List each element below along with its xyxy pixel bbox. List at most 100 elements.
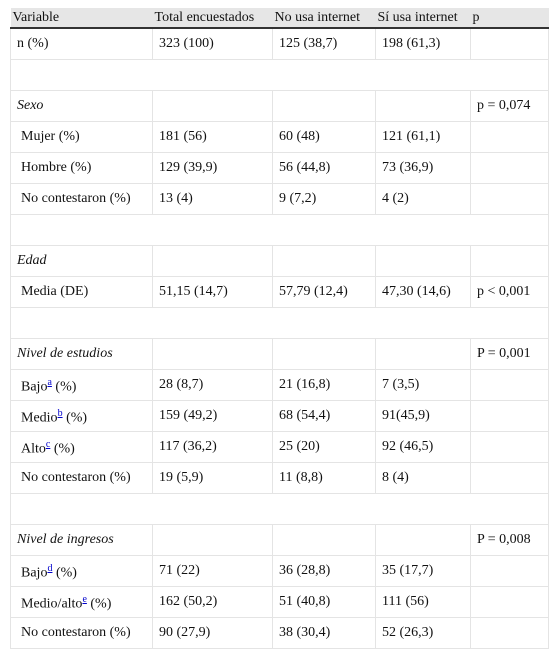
cell: 8 (4)	[375, 462, 471, 494]
label-suffix: (%)	[55, 379, 77, 395]
spacer-row	[10, 214, 549, 246]
footnote-link[interactable]: b	[57, 407, 63, 419]
cell: 111 (56)	[375, 586, 471, 618]
label-text: Bajo	[21, 379, 48, 395]
cell: 117 (36,2)	[152, 431, 273, 463]
cell: 125 (38,7)	[272, 27, 376, 60]
row-label: Mujer (%)	[10, 121, 153, 153]
empty-cell	[470, 586, 549, 618]
cell: 129 (39,9)	[152, 152, 273, 184]
empty-cell	[272, 338, 376, 370]
row-label: n (%)	[10, 27, 153, 60]
cell: 52 (26,3)	[375, 617, 471, 649]
empty-cell	[470, 245, 549, 277]
column-header: p	[470, 8, 549, 29]
column-header: No usa internet	[272, 8, 376, 29]
data-row: Media (DE) 51,15 (14,7) 57,79 (12,4) 47,30 …	[10, 276, 549, 308]
empty-cell	[272, 524, 376, 556]
row-label: Mediob (%)	[10, 400, 153, 432]
spacer-row	[10, 59, 549, 91]
row-label: Medio/altoe (%)	[10, 586, 153, 618]
cell: 35 (17,7)	[375, 555, 471, 587]
data-row: No contestaron (%) 13 (4) 9 (7,2) 4 (2)	[10, 183, 549, 215]
spacer-cell	[10, 214, 549, 246]
cell: 28 (8,7)	[152, 369, 273, 401]
row-label: Altoc (%)	[10, 431, 153, 463]
p-value: P = 0,008	[470, 524, 549, 556]
cell: 60 (48)	[272, 121, 376, 153]
cell: 9 (7,2)	[272, 183, 376, 215]
column-header: Variable	[10, 8, 153, 29]
empty-cell	[470, 400, 549, 432]
label-text: Medio	[21, 410, 58, 426]
row-label: No contestaron (%)	[10, 462, 153, 494]
group-row: Nivel de estudios P = 0,001	[10, 338, 549, 370]
empty-cell	[470, 121, 549, 153]
p-value: p = 0,074	[470, 90, 549, 122]
spacer-row	[10, 493, 549, 525]
group-row: Edad	[10, 245, 549, 277]
empty-cell	[470, 27, 549, 60]
empty-cell	[470, 431, 549, 463]
cell: 121 (61,1)	[375, 121, 471, 153]
data-row: No contestaron (%) 19 (5,9) 11 (8,8) 8 (4)	[10, 462, 549, 494]
empty-cell	[470, 462, 549, 494]
footnote-link[interactable]: a	[47, 376, 52, 388]
footnote: b	[58, 406, 63, 419]
cell: 56 (44,8)	[272, 152, 376, 184]
cell: 162 (50,2)	[152, 586, 273, 618]
empty-cell	[375, 338, 471, 370]
label-suffix: (%)	[90, 596, 112, 612]
cell: 51,15 (14,7)	[152, 276, 273, 308]
footnote: d	[47, 561, 52, 574]
footnote-link[interactable]: d	[47, 562, 53, 574]
row-label: Hombre (%)	[10, 152, 153, 184]
cell: 159 (49,2)	[152, 400, 273, 432]
data-table: Variable Total encuestados No usa internet…	[10, 8, 549, 649]
empty-cell	[375, 90, 471, 122]
cell: 51 (40,8)	[272, 586, 376, 618]
cell: 91(45,9)	[375, 400, 471, 432]
empty-cell	[470, 152, 549, 184]
p-value: p < 0,001	[470, 276, 549, 308]
spacer-row	[10, 307, 549, 339]
empty-cell	[470, 183, 549, 215]
row-label: No contestaron (%)	[10, 617, 153, 649]
footnote: a	[47, 375, 51, 388]
cell: 90 (27,9)	[152, 617, 273, 649]
footnote-link[interactable]: e	[82, 593, 87, 605]
label-suffix: (%)	[55, 565, 77, 581]
group-title: Edad	[10, 245, 153, 277]
empty-cell	[152, 90, 273, 122]
label-text: Medio/alto	[21, 596, 83, 612]
group-title: Sexo	[10, 90, 153, 122]
empty-cell	[152, 524, 273, 556]
empty-cell	[152, 338, 273, 370]
label-suffix: (%)	[53, 441, 75, 457]
cell: 19 (5,9)	[152, 462, 273, 494]
data-row: n (%) 323 (100) 125 (38,7) 198 (61,3)	[10, 27, 549, 60]
empty-cell	[470, 617, 549, 649]
cell: 11 (8,8)	[272, 462, 376, 494]
row-label: Media (DE)	[10, 276, 153, 308]
cell: 198 (61,3)	[375, 27, 471, 60]
cell: 25 (20)	[272, 431, 376, 463]
spacer-cell	[10, 59, 549, 91]
label-text: Bajo	[21, 565, 48, 581]
cell: 47,30 (14,6)	[375, 276, 471, 308]
cell: 38 (30,4)	[272, 617, 376, 649]
cell: 323 (100)	[152, 27, 273, 60]
cell: 68 (54,4)	[272, 400, 376, 432]
cell: 7 (3,5)	[375, 369, 471, 401]
cell: 181 (56)	[152, 121, 273, 153]
data-row: Hombre (%) 129 (39,9) 56 (44,8) 73 (36,9)	[10, 152, 549, 184]
empty-cell	[272, 245, 376, 277]
data-row: Bajoa (%) 28 (8,7) 21 (16,8) 7 (3,5)	[10, 369, 549, 401]
p-value: P = 0,001	[470, 338, 549, 370]
cell: 92 (46,5)	[375, 431, 471, 463]
group-title: Nivel de ingresos	[10, 524, 153, 556]
footnote-link[interactable]: c	[45, 438, 51, 450]
group-row: Nivel de ingresos P = 0,008	[10, 524, 549, 556]
column-header: Total encuestados	[152, 8, 273, 29]
data-row: Mediob (%) 159 (49,2) 68 (54,4) 91(45,9)	[10, 400, 549, 432]
